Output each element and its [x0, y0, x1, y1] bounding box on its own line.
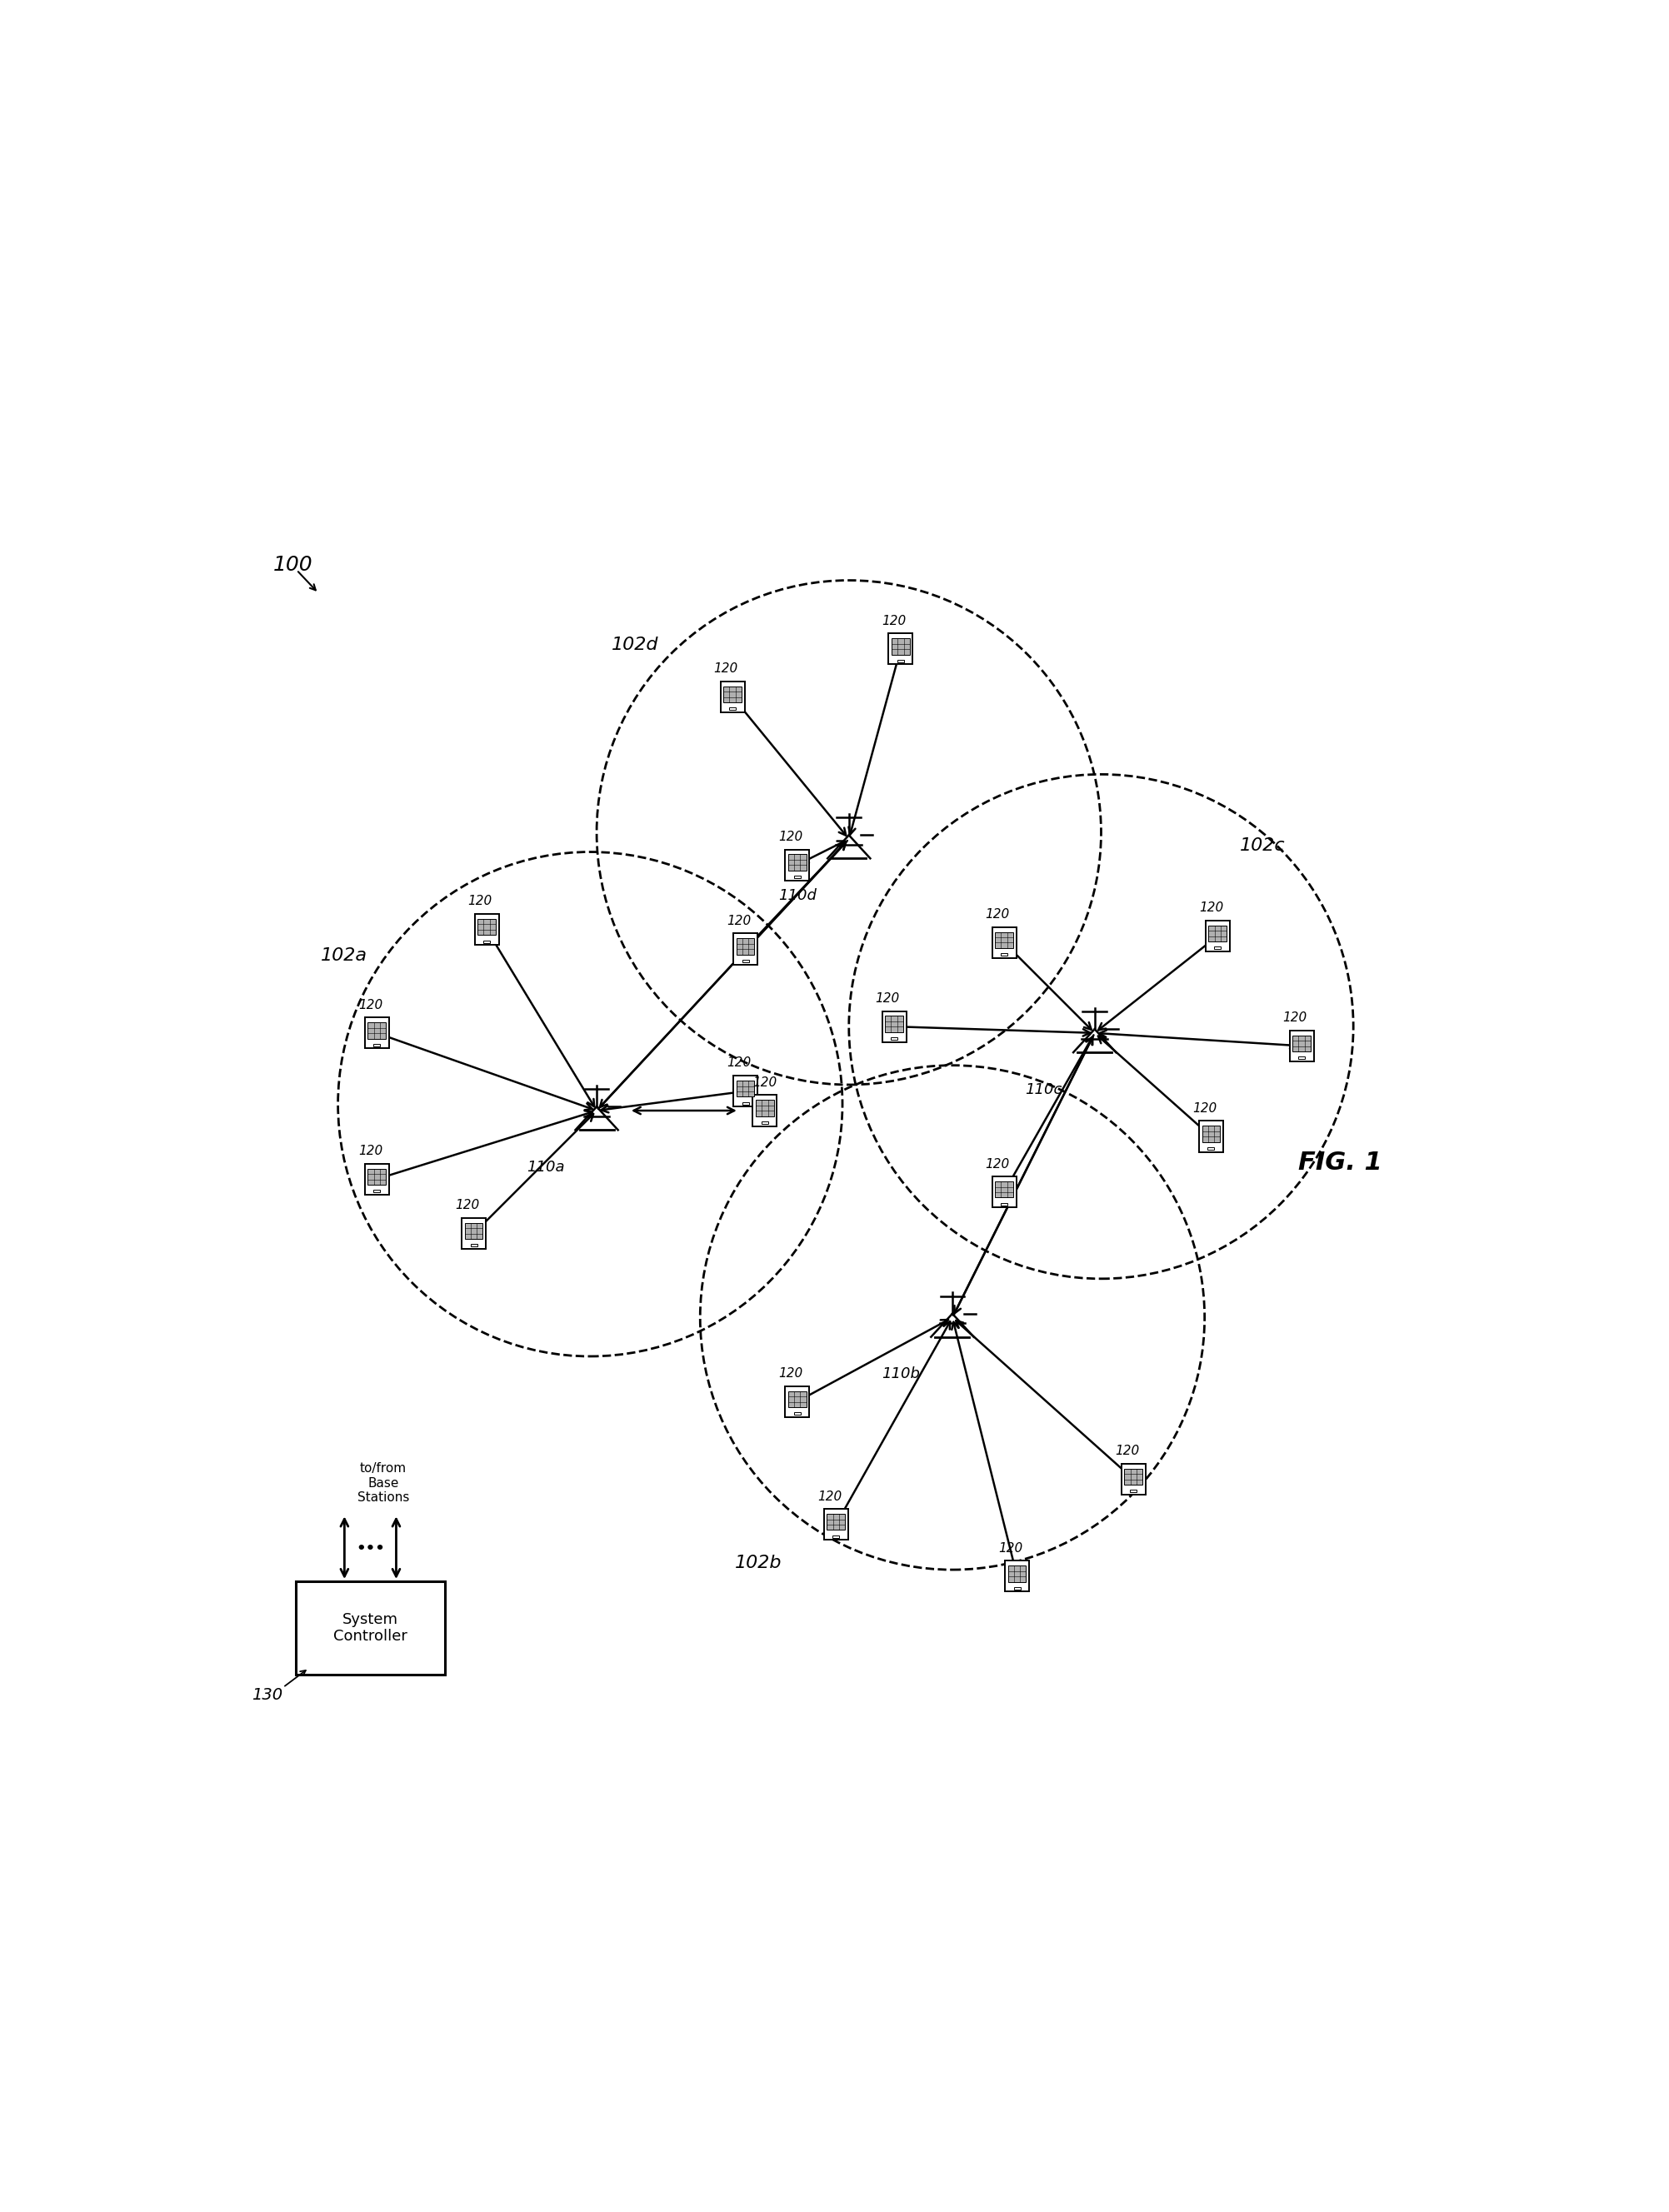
Bar	[1001, 1203, 1008, 1206]
Text: 100: 100	[274, 555, 314, 575]
Bar	[736, 1082, 754, 1097]
Bar	[1205, 920, 1230, 951]
Bar	[1005, 1562, 1030, 1593]
Bar	[991, 1177, 1016, 1208]
Bar	[761, 1121, 768, 1124]
Bar	[736, 938, 754, 956]
Text: 110b: 110b	[881, 1367, 920, 1382]
Text: 102d: 102d	[613, 637, 659, 653]
Bar	[881, 1011, 906, 1042]
Bar	[1130, 1491, 1137, 1493]
Bar	[1013, 1586, 1020, 1590]
Bar	[885, 1015, 903, 1033]
Bar	[1008, 1566, 1026, 1582]
Bar	[471, 1245, 477, 1248]
Text: 102c: 102c	[1240, 836, 1285, 854]
Bar	[367, 1022, 386, 1040]
Bar	[477, 918, 496, 936]
Bar	[995, 931, 1013, 949]
Bar	[891, 639, 910, 655]
Text: 120: 120	[1192, 1102, 1217, 1115]
Bar	[743, 960, 749, 962]
Bar	[1208, 1148, 1215, 1150]
Text: •••: •••	[355, 1542, 386, 1557]
Text: 120: 120	[1115, 1444, 1140, 1458]
Text: 120: 120	[985, 1157, 1010, 1170]
Text: 120: 120	[726, 1057, 751, 1068]
Bar	[1122, 1464, 1145, 1495]
Text: 110a: 110a	[526, 1159, 564, 1175]
Bar	[367, 1168, 386, 1186]
Text: 120: 120	[753, 1077, 778, 1088]
Bar	[995, 1181, 1013, 1197]
Bar	[891, 1037, 898, 1040]
Bar	[784, 849, 809, 880]
Text: 120: 120	[876, 993, 900, 1004]
Bar	[1202, 1126, 1220, 1141]
Bar	[1208, 925, 1227, 942]
Bar	[784, 1387, 809, 1418]
Bar	[723, 686, 741, 701]
Text: 120: 120	[778, 830, 803, 843]
Bar	[364, 1018, 389, 1048]
Bar	[756, 1099, 774, 1117]
Bar	[1298, 1057, 1305, 1060]
Bar	[788, 854, 806, 872]
Bar	[888, 633, 913, 664]
Bar	[824, 1509, 848, 1540]
Text: 120: 120	[714, 661, 738, 675]
Bar	[484, 940, 491, 942]
Text: 130: 130	[252, 1688, 284, 1703]
Bar	[1290, 1031, 1314, 1062]
Text: 120: 120	[1283, 1011, 1307, 1024]
Bar	[753, 1095, 778, 1126]
Bar	[898, 659, 905, 661]
Text: 120: 120	[359, 998, 382, 1011]
Bar	[1292, 1035, 1310, 1051]
Text: 102b: 102b	[734, 1555, 781, 1571]
Text: 120: 120	[881, 615, 906, 626]
Text: System
Controller: System Controller	[334, 1613, 407, 1644]
Bar	[374, 1190, 381, 1192]
Text: 120: 120	[1198, 902, 1223, 914]
Text: 120: 120	[818, 1491, 841, 1502]
Bar	[1198, 1121, 1223, 1152]
Bar	[1001, 953, 1008, 956]
Bar	[794, 876, 801, 878]
Text: 120: 120	[726, 914, 751, 927]
Bar	[374, 1044, 381, 1046]
Text: 120: 120	[998, 1542, 1023, 1555]
Bar	[721, 681, 744, 712]
Text: to/from
Base
Stations: to/from Base Stations	[357, 1462, 409, 1504]
Text: FIG. 1: FIG. 1	[1298, 1150, 1382, 1175]
Text: 120: 120	[359, 1146, 382, 1157]
Bar	[826, 1513, 845, 1531]
Text: 120: 120	[456, 1199, 479, 1212]
Bar	[733, 933, 758, 964]
Bar	[833, 1535, 840, 1537]
Text: 120: 120	[467, 896, 492, 907]
Text: 110c: 110c	[1025, 1082, 1063, 1097]
Bar	[464, 1223, 482, 1239]
Bar	[743, 1102, 749, 1104]
Text: 102a: 102a	[320, 947, 367, 964]
Bar	[729, 708, 736, 710]
Bar	[1213, 947, 1222, 949]
Text: 120: 120	[985, 909, 1010, 920]
Bar	[1125, 1469, 1143, 1484]
Bar	[462, 1219, 486, 1250]
Bar	[794, 1413, 801, 1416]
Bar	[788, 1391, 806, 1407]
Bar	[474, 914, 499, 945]
Bar	[295, 1582, 444, 1674]
Bar	[733, 1075, 758, 1106]
Bar	[991, 927, 1016, 958]
Text: 120: 120	[778, 1367, 803, 1380]
Text: 110d: 110d	[778, 889, 816, 902]
Bar	[364, 1164, 389, 1194]
